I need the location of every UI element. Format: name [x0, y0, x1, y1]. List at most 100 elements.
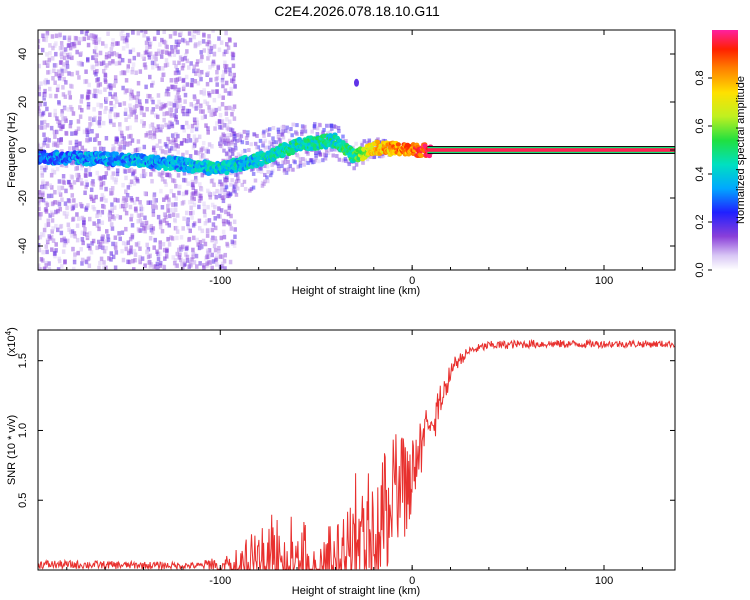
spectrogram-cell [190, 199, 195, 205]
spectrogram-cell [148, 94, 152, 99]
spectrogram-cell [155, 128, 159, 133]
spectrogram-cell [50, 229, 54, 234]
spectrogram-cell [149, 223, 154, 229]
spectrogram-cell [298, 163, 303, 168]
spectrogram-cell [191, 191, 196, 196]
spectrogram-cell [91, 238, 96, 244]
spectrogram-cell [210, 63, 215, 68]
spectrogram-cell [119, 204, 123, 209]
spectrogram-cell [98, 82, 103, 87]
spectrogram-cell [152, 61, 157, 66]
spectrogram-cell [110, 190, 115, 196]
spectrogram-cell [199, 76, 203, 82]
spectrogram-cell [125, 202, 129, 208]
spectrogram-cell [146, 36, 150, 41]
spectrogram-cell [135, 147, 140, 153]
spectrogram-cell [195, 264, 199, 269]
spectrogram-cell [133, 148, 138, 153]
spectrogram-cell [38, 106, 41, 111]
spectrogram-cell [178, 252, 182, 258]
spectrogram-cell [95, 213, 99, 219]
spectrogram-cell [113, 197, 117, 203]
spectrogram-cell [54, 248, 58, 253]
spectrogram-cell [121, 46, 126, 51]
spectrogram-cell [96, 239, 101, 245]
spectrogram-cell [167, 242, 172, 247]
spectrogram-cell [175, 235, 179, 241]
spectrogram-cell [227, 132, 231, 138]
spectrogram-cell [128, 248, 133, 254]
spectrogram-cell [309, 158, 314, 163]
spectrogram-cell [184, 138, 189, 144]
spectrogram-cell [162, 212, 167, 217]
spectrogram-cell [117, 53, 122, 59]
spectrogram-cell [190, 215, 194, 220]
spectrogram-cell [143, 215, 147, 221]
spectrogram-cell [162, 104, 166, 109]
spectrogram-cell [202, 209, 207, 214]
spectrogram-cell [76, 119, 81, 124]
spectrogram-cell [104, 43, 108, 49]
spectrogram-cell [329, 123, 334, 128]
spectrogram-cell [41, 192, 45, 198]
spectrogram-cell [65, 238, 70, 244]
spectrogram-cell [92, 221, 96, 226]
spectrogram-cell [222, 221, 226, 227]
spectrogram-cell [167, 148, 172, 153]
spectrogram-cell [222, 173, 227, 179]
x-tick-label: -100 [209, 575, 231, 587]
spectrogram-cell [104, 198, 108, 203]
spectrogram-cell [136, 52, 141, 57]
spectrogram-cell [71, 217, 75, 222]
spectrogram-cell [101, 195, 106, 201]
spectrogram-cell [200, 115, 205, 121]
spectrogram-cell [223, 252, 228, 258]
spectrogram-cell [235, 186, 240, 191]
x-tick-label: 100 [595, 275, 613, 287]
spectrogram-cell [295, 123, 299, 128]
spectrogram-cell [98, 146, 103, 151]
spectrogram-cell [44, 185, 48, 190]
spectrogram-cell [115, 52, 119, 57]
spectrogram-cell [131, 47, 136, 53]
spectrogram-cell [194, 126, 199, 132]
spectrogram-cell [57, 75, 62, 81]
spectrogram-cell [215, 262, 219, 267]
spectrogram-cell [76, 216, 81, 222]
spectrogram-cell [163, 256, 167, 261]
spectrogram-cell [152, 36, 157, 42]
spectrogram-cell [126, 185, 131, 190]
spectrogram-cell [146, 254, 151, 260]
spectrogram-cell [184, 252, 188, 257]
spectrogram-cell [107, 212, 112, 218]
spectrogram-cell [233, 142, 238, 147]
spectrogram-cell [256, 166, 260, 171]
spectrogram-cell [176, 144, 180, 149]
spectrogram-cell [362, 139, 366, 144]
spectrogram-cell [217, 206, 221, 211]
spectrogram-cell [142, 33, 146, 38]
spectrogram-cell [175, 104, 179, 110]
spectrogram-cell [42, 37, 46, 42]
spectrogram-cell [225, 117, 229, 122]
spectrogram-cell [125, 192, 130, 198]
spectrogram-cell [43, 88, 47, 94]
spectrogram-cell [45, 52, 49, 57]
spectrogram-cell [51, 238, 56, 243]
spectrogram-cell [137, 228, 142, 233]
spectrogram-ridge-cell [340, 140, 346, 145]
spectrogram-cell [113, 179, 118, 185]
spectrogram-cell [67, 37, 72, 43]
spectrogram-cell [85, 233, 90, 239]
spectrogram-cell [84, 184, 88, 190]
spectrogram-cell [38, 235, 40, 241]
spectrogram-cell [53, 189, 57, 195]
spectrogram-cell [220, 118, 225, 124]
spectrogram-cell [365, 157, 370, 162]
spectrogram-cell [286, 167, 291, 172]
spectrogram-cell [139, 110, 144, 116]
spectrogram-cell [71, 246, 75, 252]
spectrogram-cell [43, 266, 47, 270]
spectrogram-cell [148, 130, 153, 135]
spectrogram-cell [298, 157, 303, 162]
